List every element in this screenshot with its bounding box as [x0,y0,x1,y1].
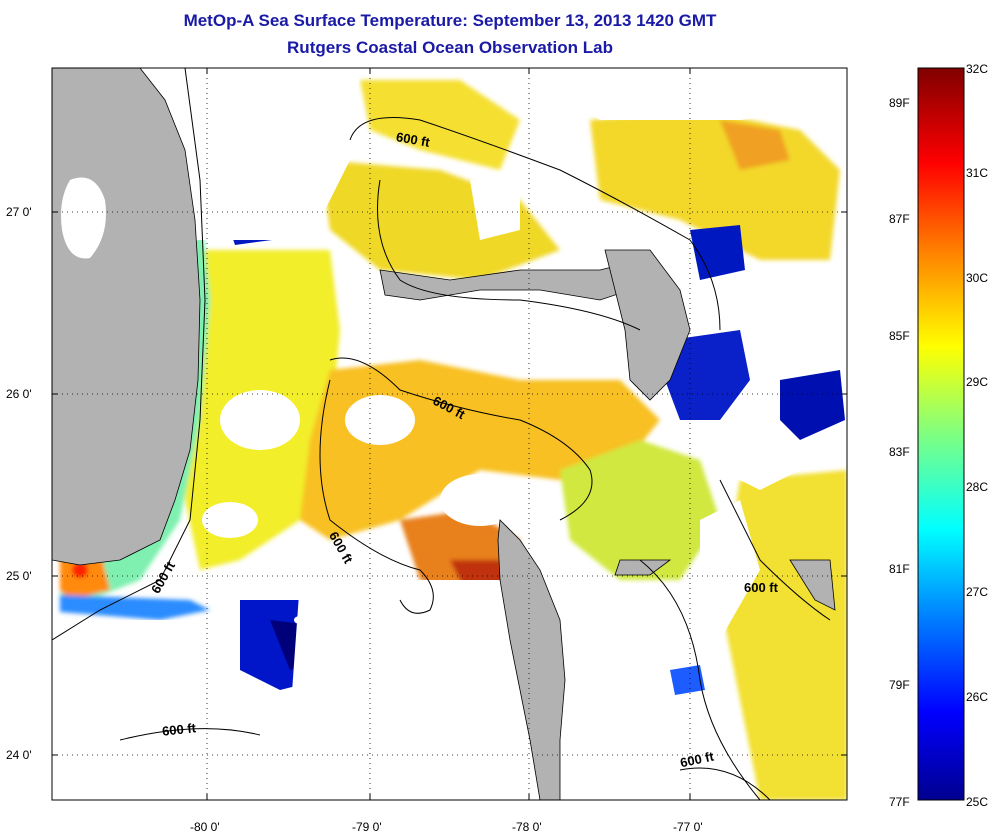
lat-label: 24 0' [6,748,32,762]
colorbar [917,67,965,801]
fahrenheit-label: 79F [889,678,910,692]
map-subtitle: Rutgers Coastal Ocean Observation Lab [287,38,613,57]
fahrenheit-label: 85F [889,329,910,343]
graticule [52,68,847,800]
lat-label: 25 0' [6,569,32,583]
map-frame [51,67,848,801]
celsius-label: 26C [966,690,989,704]
depth-contours [52,68,831,800]
celsius-label: 27C [966,585,989,599]
lat-label: 27 0' [6,205,32,219]
fahrenheit-label: 83F [889,445,910,459]
celsius-label: 25C [966,795,989,809]
celsius-label: 31C [966,166,989,180]
celsius-label: 30C [966,271,989,285]
map-area [52,68,847,800]
contour-label: 600 ft [744,580,778,595]
fahrenheit-label: 87F [889,212,910,226]
lon-label: -80 0' [190,820,220,834]
lake-okeechobee [61,177,106,259]
celsius-label: 32C [966,62,989,76]
map-title: MetOp-A Sea Surface Temperature: Septemb… [183,11,717,30]
fahrenheit-label: 89F [889,96,910,110]
celsius-label: 28C [966,480,989,494]
fahrenheit-label: 81F [889,562,910,576]
lat-label: 26 0' [6,387,32,401]
lon-label: -77 0' [673,820,703,834]
fahrenheit-label: 77F [889,795,910,809]
lon-label: -78 0' [512,820,542,834]
lon-label: -79 0' [352,820,382,834]
celsius-label: 29C [966,375,989,389]
frame-ticks [52,68,847,800]
